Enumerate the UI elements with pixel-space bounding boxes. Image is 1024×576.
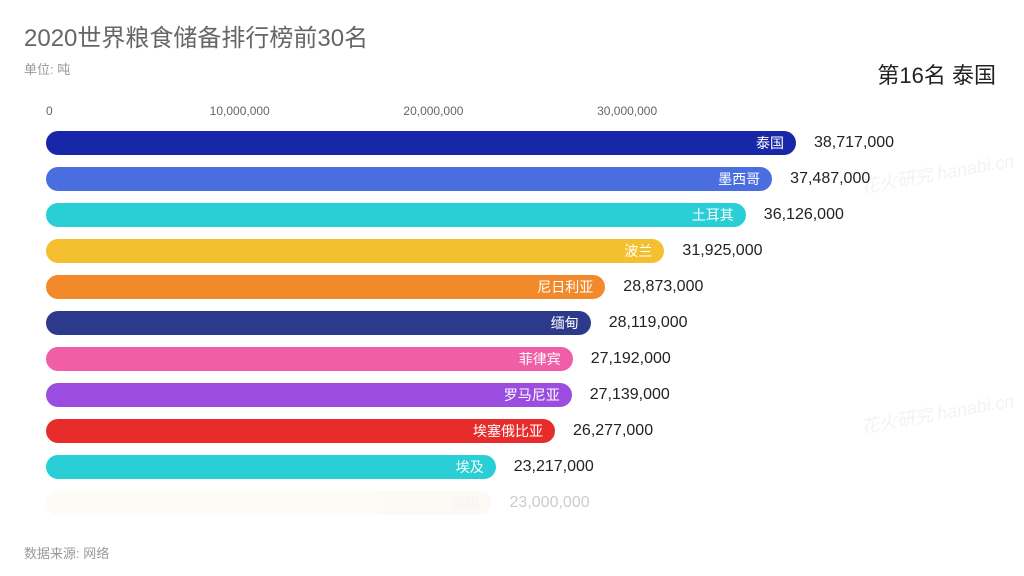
chart-area: 0 10,000,000 20,000,000 30,000,000 泰国 38,717… bbox=[46, 104, 986, 524]
bar-value-label: 37,487,000 bbox=[790, 170, 870, 188]
bar-row: 埃及 23,217,000 bbox=[46, 452, 986, 482]
bar-value-label: 23,217,000 bbox=[514, 458, 594, 476]
bar: 泰国 bbox=[46, 131, 796, 155]
bar: 土耳其 bbox=[46, 203, 746, 227]
bar-value-label: 26,277,000 bbox=[573, 422, 653, 440]
bar: 埃及 bbox=[46, 455, 496, 479]
x-axis-tick-label: 20,000,000 bbox=[403, 104, 463, 118]
bar-row: 尼日利亚 28,873,000 bbox=[46, 272, 986, 302]
bar-country-label: 泰国 bbox=[756, 133, 784, 153]
data-source: 数据来源: 网络 bbox=[24, 543, 109, 562]
bar-value-label: 28,119,000 bbox=[609, 314, 688, 332]
bar-value-label: 38,717,000 bbox=[814, 134, 894, 152]
bar-country-label: 英国 bbox=[452, 493, 480, 513]
bar-row: 土耳其 36,126,000 bbox=[46, 200, 986, 230]
bar: 缅甸 bbox=[46, 311, 591, 335]
bar-country-label: 墨西哥 bbox=[718, 169, 760, 189]
bar-row: 墨西哥 37,487,000 bbox=[46, 164, 986, 194]
bar-value-label: 23,000,000 bbox=[510, 494, 590, 512]
bar: 英国 bbox=[46, 491, 492, 515]
bar-value-label: 27,139,000 bbox=[590, 386, 670, 404]
x-axis-tick-label: 0 bbox=[46, 104, 53, 118]
x-axis-tick-label: 10,000,000 bbox=[210, 104, 270, 118]
x-axis-tick-label: 30,000,000 bbox=[597, 104, 657, 118]
bar-value-label: 36,126,000 bbox=[764, 206, 844, 224]
bar: 埃塞俄比亚 bbox=[46, 419, 555, 443]
bar-row: 缅甸 28,119,000 bbox=[46, 308, 986, 338]
page-title: 2020世界粮食储备排行榜前30名 bbox=[24, 18, 1000, 53]
bar: 罗马尼亚 bbox=[46, 383, 572, 407]
rank-callout: 第16名 泰国 bbox=[877, 58, 996, 90]
bar-row: 英国 23,000,000 bbox=[46, 488, 986, 518]
bar: 菲律宾 bbox=[46, 347, 573, 371]
bar-value-label: 27,192,000 bbox=[591, 350, 671, 368]
unit-subtitle: 单位: 吨 bbox=[24, 59, 1000, 78]
bar-row: 菲律宾 27,192,000 bbox=[46, 344, 986, 374]
bar-country-label: 埃塞俄比亚 bbox=[473, 421, 543, 441]
bar-row: 埃塞俄比亚 26,277,000 bbox=[46, 416, 986, 446]
bar-value-label: 31,925,000 bbox=[682, 242, 762, 260]
bar-country-label: 波兰 bbox=[624, 241, 652, 261]
bar-country-label: 埃及 bbox=[456, 457, 484, 477]
bar: 墨西哥 bbox=[46, 167, 772, 191]
bar: 尼日利亚 bbox=[46, 275, 605, 299]
bar-country-label: 尼日利亚 bbox=[537, 277, 593, 297]
bar-country-label: 罗马尼亚 bbox=[504, 385, 560, 405]
bar-row: 波兰 31,925,000 bbox=[46, 236, 986, 266]
bar: 波兰 bbox=[46, 239, 664, 263]
bar-country-label: 土耳其 bbox=[692, 205, 734, 225]
chart-page: 2020世界粮食储备排行榜前30名 单位: 吨 第16名 泰国 0 10,000,… bbox=[0, 0, 1024, 576]
bar-country-label: 缅甸 bbox=[551, 313, 579, 333]
bar-row: 泰国 38,717,000 bbox=[46, 128, 986, 158]
x-axis-labels: 0 10,000,000 20,000,000 30,000,000 bbox=[46, 104, 986, 122]
bar-value-label: 28,873,000 bbox=[623, 278, 703, 296]
bar-row: 罗马尼亚 27,139,000 bbox=[46, 380, 986, 410]
bar-country-label: 菲律宾 bbox=[519, 349, 561, 369]
bars-area: 泰国 38,717,000 墨西哥 37,487,000 土耳其 36,126,000 波兰… bbox=[46, 128, 986, 518]
